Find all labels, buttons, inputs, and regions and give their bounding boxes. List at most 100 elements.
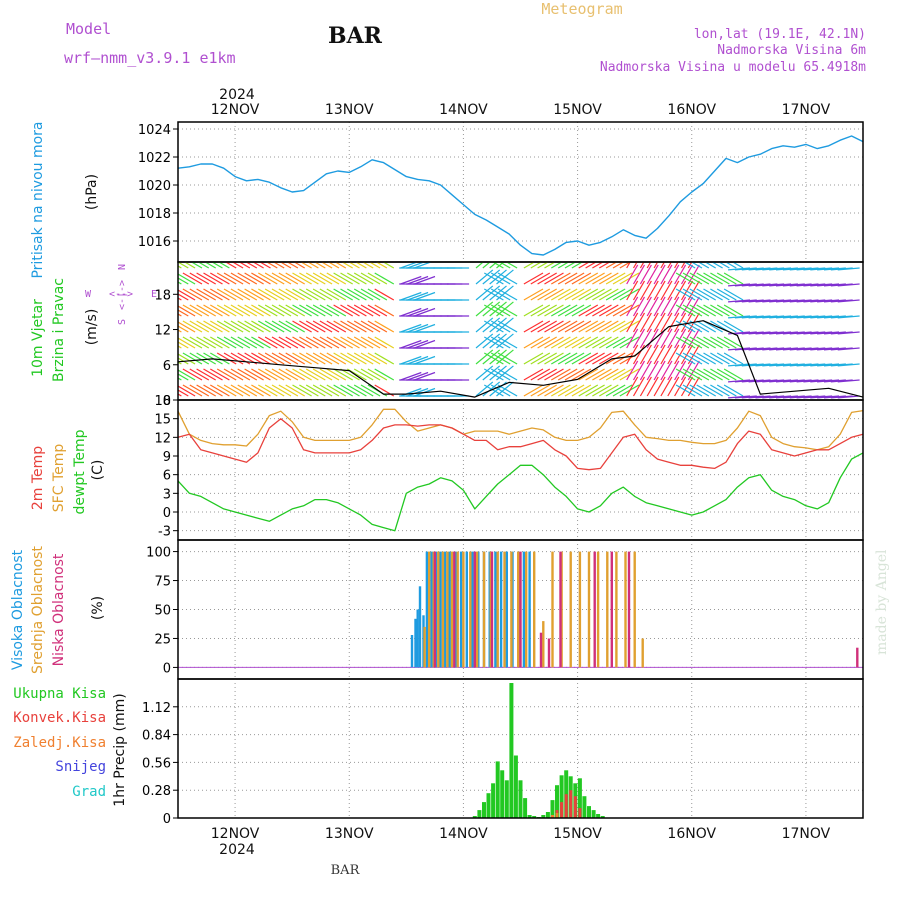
wind-arrow <box>374 304 395 317</box>
wind-arrow <box>592 336 612 349</box>
wind-arrow <box>182 336 203 349</box>
wind-arrow <box>400 275 422 285</box>
wind-arrow <box>605 384 626 397</box>
t2m-line <box>177 418 864 471</box>
wind-arrow <box>475 301 494 317</box>
wind-arrow <box>223 272 244 285</box>
wind-arrow <box>230 368 251 381</box>
wind-arrow <box>557 384 578 397</box>
wind-arrow <box>475 262 485 269</box>
wind-arrow <box>632 296 646 317</box>
wind-arrow <box>414 339 436 349</box>
wind-arrow <box>537 352 557 365</box>
wind-arrow <box>251 320 271 333</box>
wind-arrow <box>271 288 292 301</box>
wind-arrow <box>530 352 551 365</box>
y-tick-label: 0.56 <box>142 756 171 771</box>
cloud-ylabel-3: Niska Oblacnost <box>51 553 67 666</box>
wind-arrow <box>178 337 196 349</box>
wind-arrow <box>646 280 659 301</box>
wind-arrow <box>407 307 429 317</box>
mid-cloud-bar <box>446 551 449 668</box>
wind-arrow <box>544 368 564 381</box>
wind-arrow <box>551 304 571 317</box>
wind-arrow <box>244 368 264 381</box>
wind-arrow <box>497 368 518 381</box>
mid-cloud-bar <box>606 551 609 668</box>
wind-arrow <box>333 368 353 381</box>
wind-arrow <box>564 288 585 301</box>
wind-arrow <box>271 320 292 333</box>
wind-arrow <box>703 352 723 365</box>
wind-arrow <box>696 304 717 317</box>
wind-arrow <box>210 336 230 349</box>
wind-arrow <box>639 360 652 381</box>
wind-arrow <box>223 336 244 349</box>
low-cloud-bar <box>593 551 596 668</box>
wind-arrow <box>564 336 585 349</box>
wind-arrow <box>632 262 638 269</box>
wind-arrow <box>484 336 504 349</box>
wind-arrow <box>632 280 646 301</box>
model-elevation-text: Nadmorska Visina u modelu 65.4918m <box>600 60 866 75</box>
mid-cloud-bar <box>542 621 545 668</box>
wind-arrow <box>333 336 353 349</box>
wind-arrow <box>497 336 518 349</box>
wind-arrow <box>667 360 680 381</box>
wind-arrow <box>347 304 367 317</box>
wind-arrow <box>646 312 659 333</box>
cloud-panel: 0 25 50 75 100 <box>146 539 864 680</box>
wind-arrow <box>612 352 633 365</box>
wind-arrow <box>414 323 436 333</box>
pressure-line <box>177 135 864 256</box>
top-day-label: 12NOV <box>211 102 260 118</box>
wind-arrow <box>203 272 223 285</box>
wind-arrow <box>210 288 230 301</box>
wind-arrow <box>710 368 730 381</box>
wind-arrow <box>564 304 585 317</box>
wind-arrow <box>271 352 292 365</box>
bottom-date-axis: 12NOV 13NOV 14NOV 15NOV 16NOV 17NOV 2024 <box>211 826 831 858</box>
convective-precip-bar <box>569 790 573 818</box>
top-day-label: 13NOV <box>325 102 374 118</box>
wind-arrow <box>723 288 744 301</box>
wind-arrow <box>264 384 285 397</box>
wind-arrow <box>646 262 652 269</box>
wind-arrow <box>653 280 666 301</box>
wind-arrow <box>551 288 571 301</box>
wind-arrow <box>537 368 557 381</box>
wind-arrow <box>251 336 271 349</box>
wind-arrow <box>682 288 703 301</box>
wind-arrow <box>292 384 312 397</box>
wind-arrow <box>189 304 210 317</box>
wind-arrow <box>182 272 203 285</box>
wind-arrow <box>632 328 646 349</box>
wind-arrow <box>367 272 388 285</box>
wind-arrow <box>264 272 285 285</box>
total-precip-bar <box>600 816 605 818</box>
wind-arrow <box>523 336 544 349</box>
wind-arrow <box>340 384 360 397</box>
y-tick-label: 50 <box>154 604 171 619</box>
wind-arrow <box>585 272 605 285</box>
wind-arrow <box>216 304 237 317</box>
wind-arrow <box>689 304 710 317</box>
wind-arrow <box>400 355 422 365</box>
high-cloud-bar <box>410 635 414 668</box>
wind-arrow <box>292 336 312 349</box>
wind-arrow <box>271 304 292 317</box>
wind-arrow <box>353 336 374 349</box>
wind-arrow <box>278 336 299 349</box>
wind-arrow <box>646 376 659 397</box>
wind-arrow <box>646 344 659 365</box>
wind-arrow <box>571 272 592 285</box>
wind-arrow <box>312 304 333 317</box>
wind-arrow <box>530 384 551 397</box>
wind-arrow <box>347 288 367 301</box>
wind-arrow <box>292 272 312 285</box>
temp-unit: (C) <box>90 460 106 481</box>
wind-arrow <box>497 384 518 397</box>
wind-arrow <box>353 304 374 317</box>
y-tick-label: 15 <box>154 413 171 428</box>
wind-arrow <box>682 304 703 317</box>
